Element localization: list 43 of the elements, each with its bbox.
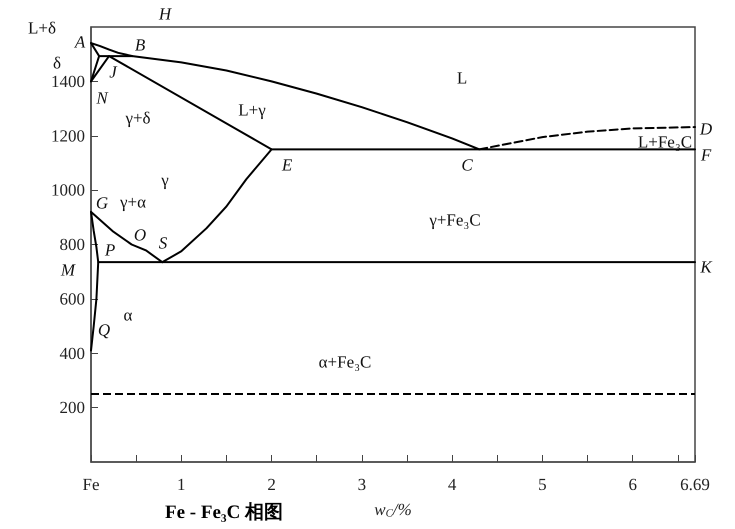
annotation: O <box>134 226 146 244</box>
annotation: G <box>96 194 108 212</box>
y-tick-label: 800 <box>60 235 85 254</box>
y-tick-label: 400 <box>60 344 85 363</box>
annotation: L <box>456 68 468 88</box>
annotation: J <box>109 62 118 82</box>
y-tick-label: 200 <box>60 398 85 418</box>
annotation: α+Fe₃C <box>318 352 372 372</box>
x-tick-label: 6.69 <box>680 475 710 494</box>
annotation: L+Fe₃C <box>638 132 692 152</box>
annotation: α <box>124 306 133 324</box>
annotation: S <box>158 234 168 252</box>
x-tick-label: 5 <box>538 475 547 494</box>
annotation: γ+α <box>118 192 146 212</box>
y-tick-label: 1200 <box>51 126 85 146</box>
annotation: Q <box>98 320 110 340</box>
text: K <box>699 258 714 276</box>
x-tick-label: 6 <box>628 475 637 494</box>
text: H <box>158 4 173 24</box>
annotation: γ <box>160 170 170 190</box>
y-tick-label: 600 <box>60 289 85 308</box>
annotation: E <box>280 156 293 174</box>
text: F <box>700 146 712 164</box>
annotation: P <box>104 240 116 260</box>
text: M <box>60 260 76 280</box>
text: δ <box>52 54 62 72</box>
x-tick-label: 1 <box>177 475 186 494</box>
x-tick-label: Fe <box>82 475 100 494</box>
x-tick-label: 2 <box>267 475 276 494</box>
annotation: γ+Fe₃C <box>428 210 481 230</box>
y-tick-label: 1400 <box>51 72 85 91</box>
annotation: B <box>134 36 146 54</box>
annotation: N <box>95 88 110 108</box>
text: D <box>698 120 713 138</box>
y-tick-label: 1000 <box>51 180 85 200</box>
annotation: C <box>461 156 474 174</box>
text: Fe - Fe₃C 相图 <box>165 501 284 523</box>
x-tick-label: 4 <box>448 475 457 494</box>
x-tick-label: 3 <box>358 475 366 494</box>
text: L+δ <box>28 18 56 38</box>
annotation: L+γ <box>238 100 266 120</box>
annotation: γ+δ <box>124 108 151 128</box>
text: A <box>74 32 86 52</box>
